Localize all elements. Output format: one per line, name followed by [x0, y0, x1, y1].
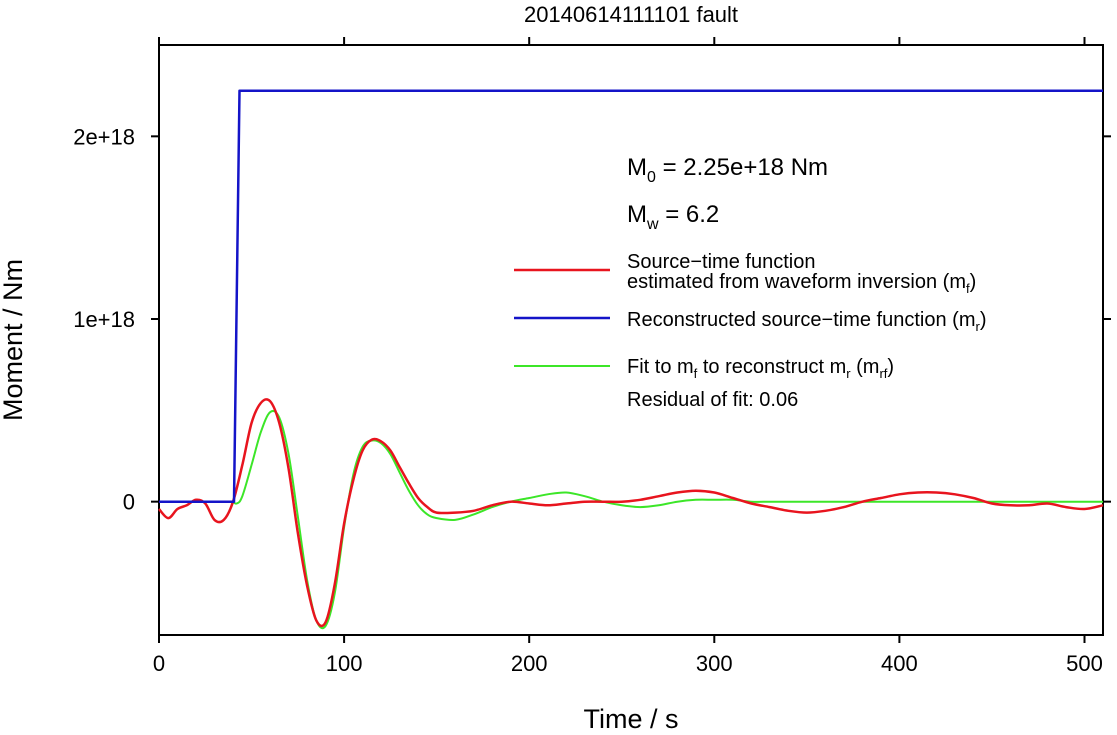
- series-layer: [158, 89, 1104, 630]
- legend-green-b: to reconstruct m: [697, 356, 846, 378]
- legend-red-line1: Source−time function: [627, 251, 815, 273]
- m0-annotation: M0 = 2.25e+18 Nm: [627, 154, 828, 186]
- x-tick-label: 400: [881, 651, 918, 676]
- mw-annotation: Mw = 6.2: [627, 201, 719, 233]
- legend-green-sub3: rf: [879, 366, 887, 381]
- mw-value: = 6.2: [659, 201, 720, 228]
- mw-symbol: M: [627, 201, 647, 228]
- axis-ticks: 0 100 200 300 400 500 0 1e+18 2e+18: [73, 37, 1111, 676]
- legend-red-close: ): [970, 271, 977, 293]
- plot-frame: [158, 44, 1104, 636]
- legend-blue-text: Reconstructed source−time function (m: [627, 309, 976, 331]
- x-tick-label: 300: [696, 651, 733, 676]
- legend-green-a: Fit to m: [627, 356, 694, 378]
- legend-green-sub2: r: [846, 366, 851, 381]
- x-tick-label: 100: [326, 651, 363, 676]
- x-tick-label: 0: [153, 651, 165, 676]
- legend: Source−time function estimated from wave…: [514, 251, 987, 411]
- y-tick-label: 1e+18: [73, 307, 135, 332]
- y-tick-label: 2e+18: [73, 124, 135, 149]
- legend-green-d: ): [887, 356, 894, 378]
- m0-subscript: 0: [647, 169, 656, 186]
- legend-blue-sub: r: [976, 319, 981, 334]
- legend-red-sub: f: [966, 281, 970, 296]
- series-blue-line: [159, 89, 1103, 503]
- series-green-line: [159, 409, 1103, 630]
- m0-value: = 2.25e+18 Nm: [656, 154, 828, 181]
- legend-blue-close: ): [980, 309, 987, 331]
- legend-green-sub1: f: [694, 366, 698, 381]
- legend-green: Fit to mf to reconstruct mr (mrf): [627, 356, 894, 381]
- legend-red-line2: estimated from waveform inversion (mf): [627, 271, 976, 296]
- residual-annotation: Residual of fit: 0.06: [627, 389, 798, 411]
- legend-green-c: (m: [851, 356, 880, 378]
- series-red-line: [158, 398, 1104, 628]
- mw-subscript: w: [646, 216, 659, 233]
- chart-title: 20140614111101 fault: [524, 2, 738, 27]
- x-tick-label: 500: [1066, 651, 1103, 676]
- y-tick-label: 0: [123, 490, 135, 515]
- x-axis-title: Time / s: [583, 704, 678, 734]
- legend-red-text: estimated from waveform inversion (m: [627, 271, 966, 293]
- legend-blue: Reconstructed source−time function (mr): [627, 309, 987, 334]
- m0-symbol: M: [627, 154, 647, 181]
- x-tick-label: 200: [511, 651, 548, 676]
- y-axis-title: Moment / Nm: [0, 259, 28, 421]
